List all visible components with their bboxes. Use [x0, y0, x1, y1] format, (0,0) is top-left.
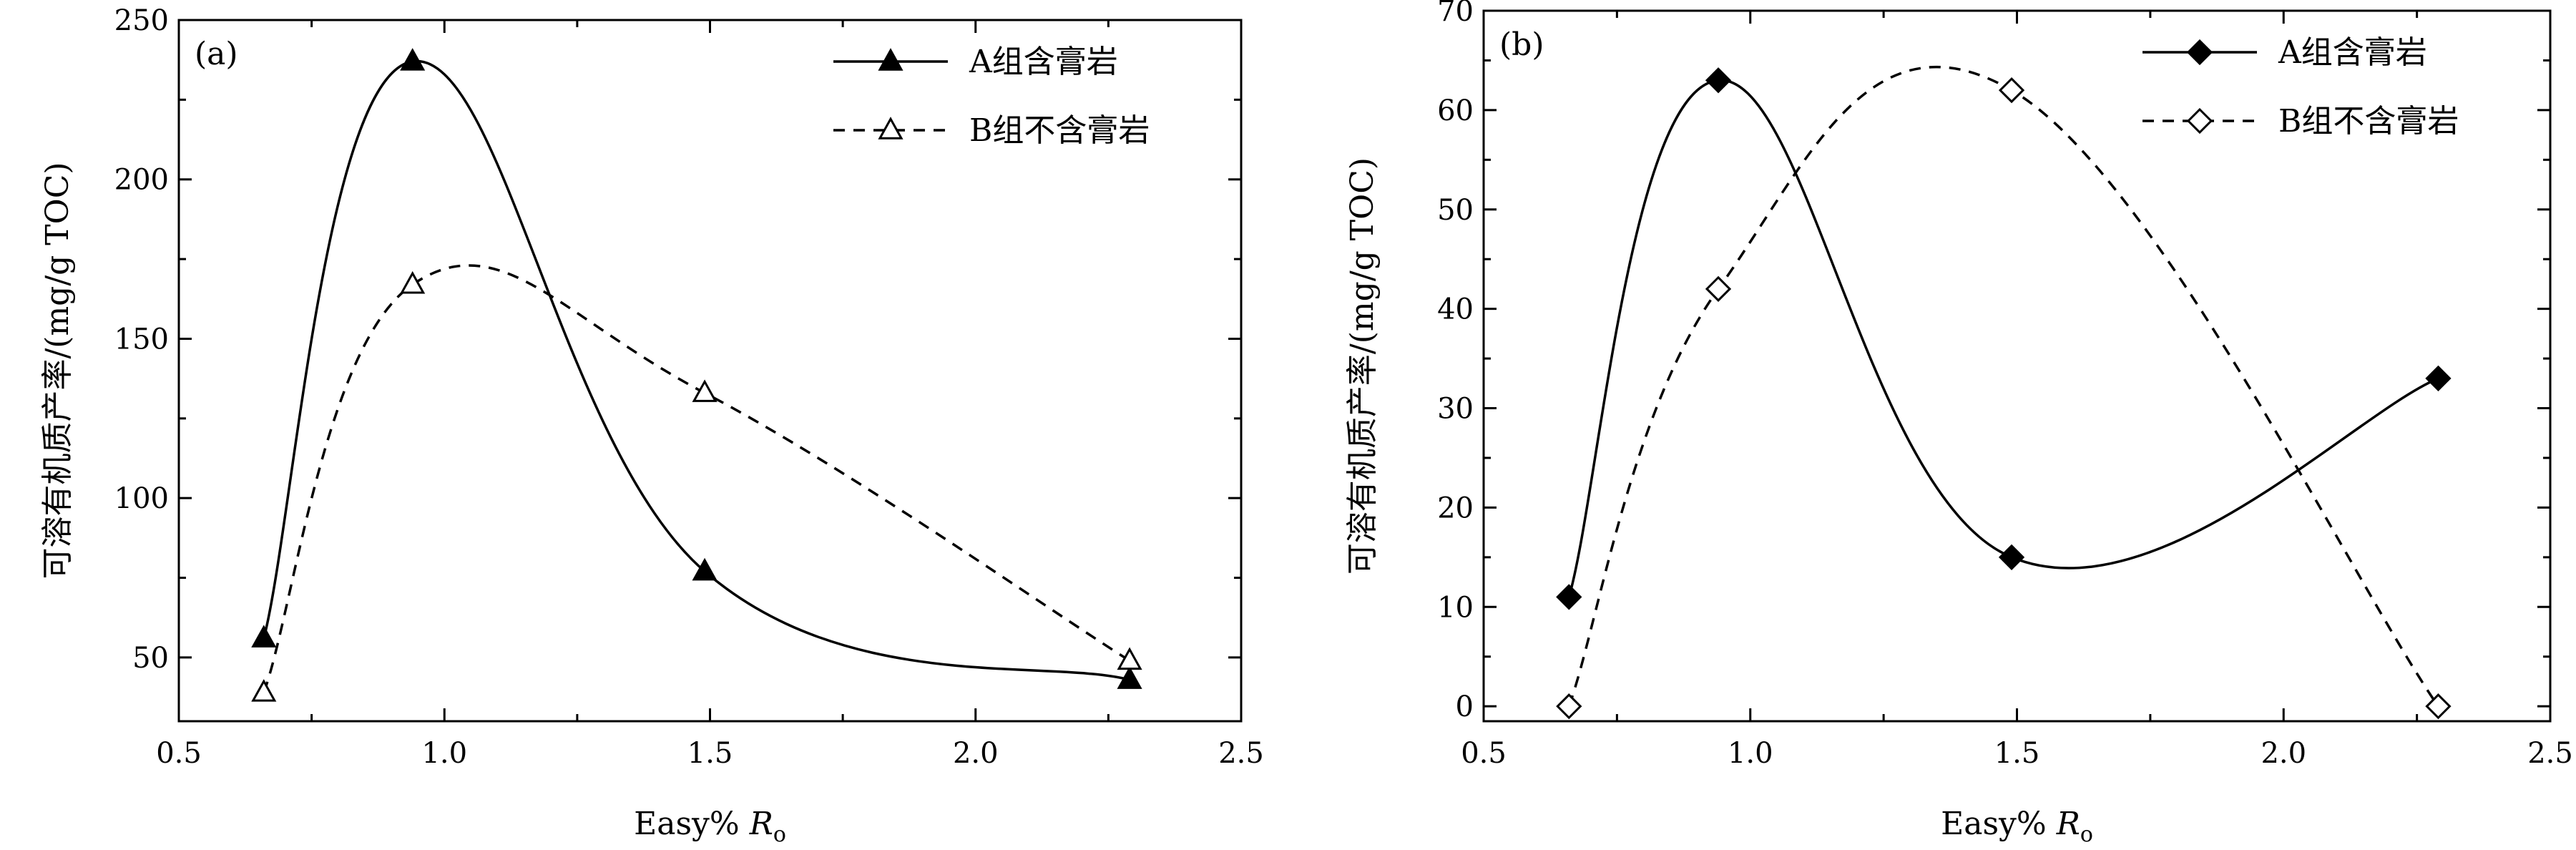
- x-axis-label-main: Easy%: [1941, 806, 2057, 842]
- x-tick-label: 2.0: [2261, 737, 2306, 770]
- y-tick-label: 40: [1437, 293, 1474, 326]
- x-tick-label: 2.5: [2527, 737, 2573, 770]
- x-tick-label: 2.5: [1218, 737, 1264, 770]
- legend-item: B组不含膏岩: [2142, 103, 2459, 140]
- x-tick-label: 2.0: [953, 737, 999, 770]
- data-point: [1556, 693, 1582, 720]
- panel-a: 0.5 1.0 1.5 2.0 2.5 50 100 150 200 250 Easy% Ro 可溶有…: [39, 4, 1264, 847]
- data-point: [1117, 666, 1142, 689]
- y-axis-label: 可溶有机质产率/(mg/g TOC): [1344, 157, 1381, 575]
- data-point: [2425, 693, 2452, 720]
- data-point: [1117, 647, 1142, 670]
- series-1: [1556, 65, 2452, 720]
- x-axis-label-italic: R: [749, 806, 773, 842]
- series-line: [263, 60, 1130, 681]
- y-tick-label: 10: [1437, 591, 1474, 624]
- legend-label: A组含膏岩: [2278, 34, 2427, 71]
- legend-label: B组不含膏岩: [2278, 103, 2459, 140]
- data-point: [251, 625, 277, 648]
- data-point: [400, 48, 426, 71]
- x-axis-label-italic: R: [2056, 806, 2080, 842]
- x-tick-label: 1.5: [1994, 737, 2040, 770]
- panel-label: (a): [195, 36, 238, 72]
- y-tick-label: 250: [114, 4, 169, 37]
- series-line: [1567, 79, 2439, 597]
- x-tick-label: 0.5: [1461, 737, 1507, 770]
- y-tick-label: 150: [114, 323, 169, 356]
- data-point: [1705, 275, 1732, 302]
- y-tick-label: 20: [1437, 492, 1474, 524]
- series-line: [1567, 65, 2439, 708]
- x-tick-label: 1.0: [1728, 737, 1773, 770]
- y-tick-label: 0: [1456, 690, 1474, 723]
- x-axis-label-main: Easy%: [634, 806, 750, 842]
- panel-label: (b): [1499, 26, 1544, 63]
- data-point: [1998, 544, 2025, 570]
- series-0: [251, 48, 1142, 689]
- legend-marker: [878, 117, 903, 140]
- legend-marker: [2186, 107, 2213, 135]
- series-0: [1556, 67, 2452, 610]
- legend-item: A组含膏岩: [2142, 34, 2427, 71]
- data-point: [1556, 584, 1582, 610]
- data-point: [692, 379, 718, 402]
- data-point: [692, 557, 718, 581]
- y-tick-label: 60: [1437, 94, 1474, 127]
- legend-label: B组不含膏岩: [969, 112, 1150, 149]
- x-tick-label: 0.5: [156, 737, 202, 770]
- y-tick-label: 70: [1437, 0, 1474, 28]
- x-axis-label: Easy% Ro: [1941, 806, 2093, 847]
- x-axis-label-sub: o: [773, 822, 786, 847]
- y-tick-label: 50: [132, 642, 169, 675]
- legend-marker: [2186, 39, 2213, 66]
- x-tick-label: 1.0: [421, 737, 467, 770]
- panel-b: 0.5 1.0 1.5 2.0 2.5 0 10 20 30 40 50 60 70 Easy% Ro 可溶…: [1344, 0, 2573, 847]
- y-tick-label: 50: [1437, 194, 1474, 227]
- x-axis-label: Easy% Ro: [634, 806, 786, 847]
- data-point: [251, 679, 277, 702]
- legend-item: B组不含膏岩: [833, 112, 1150, 149]
- y-tick-label: 100: [114, 482, 169, 515]
- legend-item: A组含膏岩: [833, 44, 1118, 80]
- y-tick-label: 200: [114, 164, 169, 197]
- legend-marker: [878, 48, 903, 71]
- x-tick-label: 1.5: [687, 737, 733, 770]
- data-point: [1705, 67, 1732, 94]
- y-axis-label: 可溶有机质产率/(mg/g TOC): [39, 162, 76, 579]
- series-line: [263, 264, 1131, 693]
- series-1: [251, 264, 1142, 702]
- data-point: [2425, 365, 2452, 391]
- legend-label: A组含膏岩: [969, 44, 1118, 80]
- y-tick-label: 30: [1437, 393, 1474, 426]
- data-point: [1998, 77, 2025, 104]
- x-axis-label-sub: o: [2080, 822, 2093, 847]
- data-point: [400, 270, 426, 294]
